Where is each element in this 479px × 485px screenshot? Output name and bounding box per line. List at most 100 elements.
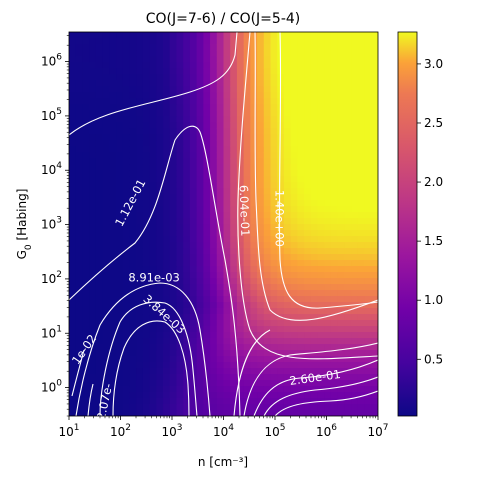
heatmap-cell — [337, 200, 346, 207]
heatmap-cell — [324, 302, 332, 309]
heatmap-cell — [203, 164, 211, 171]
heatmap-cell — [230, 110, 238, 117]
heatmap-cell — [196, 68, 204, 75]
heatmap-cell — [129, 218, 137, 225]
heatmap-cell — [364, 230, 372, 237]
heatmap-cell — [210, 344, 218, 351]
heatmap-cell — [189, 164, 198, 171]
heatmap-cell — [75, 368, 84, 375]
heatmap-cell — [109, 350, 117, 357]
heatmap-cell — [337, 68, 346, 75]
heatmap-cell — [122, 302, 131, 309]
heatmap-cell — [344, 296, 352, 303]
heatmap-cell — [82, 134, 90, 141]
heatmap-cell — [283, 302, 292, 309]
heatmap-cell — [210, 230, 218, 237]
heatmap-cell — [89, 398, 97, 405]
heatmap-cell — [136, 332, 144, 339]
heatmap-cell — [196, 212, 204, 219]
heatmap-cell — [304, 128, 312, 135]
heatmap-cell — [223, 38, 231, 45]
heatmap-cell — [283, 32, 292, 39]
heatmap-cell — [142, 212, 151, 219]
heatmap-cell — [371, 152, 378, 159]
heatmap-cell — [176, 146, 184, 153]
heatmap-cell — [136, 152, 144, 159]
heatmap-cell — [210, 38, 218, 45]
heatmap-cell — [277, 224, 285, 231]
heatmap-cell — [257, 74, 265, 81]
heatmap-cell — [89, 380, 97, 387]
heatmap-cell — [230, 338, 238, 345]
heatmap-cell — [149, 374, 157, 381]
heatmap-cell — [163, 230, 171, 237]
heatmap-cell — [196, 164, 204, 171]
contour-line — [69, 32, 238, 136]
heatmap-cell — [95, 146, 104, 153]
heatmap-cell — [176, 308, 184, 315]
heatmap-cell — [364, 176, 372, 183]
heatmap-cell — [75, 86, 84, 93]
heatmap-cell — [357, 152, 366, 159]
heatmap-cell — [163, 356, 171, 363]
heatmap-cell — [277, 368, 285, 375]
heatmap-cell — [210, 86, 218, 93]
heatmap-cell — [203, 182, 211, 189]
heatmap-cell — [183, 260, 191, 267]
heatmap-cell — [277, 260, 285, 267]
heatmap-cell — [136, 278, 144, 285]
heatmap-cell — [324, 152, 332, 159]
heatmap-cell — [196, 320, 204, 327]
heatmap-cell — [169, 326, 178, 333]
heatmap-cell — [183, 302, 191, 309]
heatmap-cell — [95, 80, 104, 87]
heatmap-cell — [216, 206, 225, 213]
heatmap-cell — [263, 290, 272, 297]
heatmap-cell — [330, 248, 339, 255]
heatmap-cell — [324, 158, 332, 165]
heatmap-cell — [156, 398, 164, 405]
heatmap-cell — [270, 272, 278, 279]
heatmap-cell — [183, 296, 191, 303]
heatmap-cell — [183, 110, 191, 117]
heatmap-cell — [236, 410, 245, 416]
heatmap-cell — [142, 386, 151, 393]
heatmap-cell — [163, 116, 171, 123]
heatmap-cell — [216, 314, 225, 321]
heatmap-cell — [109, 170, 117, 177]
heatmap-cell — [344, 242, 352, 249]
heatmap-cell — [317, 308, 325, 315]
heatmap-cell — [163, 386, 171, 393]
heatmap-cell — [344, 248, 352, 255]
heatmap-cell — [324, 38, 332, 45]
heatmap-cell — [257, 128, 265, 135]
heatmap-cell — [317, 50, 325, 57]
heatmap-cell — [75, 224, 84, 231]
heatmap-cell — [324, 290, 332, 297]
heatmap-cell — [203, 32, 211, 39]
heatmap-cell — [330, 338, 339, 345]
heatmap-cell — [95, 326, 104, 333]
heatmap-cell — [310, 284, 319, 291]
heatmap-cell — [371, 374, 378, 381]
heatmap-cell — [169, 62, 178, 69]
heatmap-cell — [223, 356, 231, 363]
heatmap-cell — [156, 350, 164, 357]
heatmap-cell — [116, 56, 124, 63]
heatmap-cell — [310, 206, 319, 213]
heatmap-cell — [357, 200, 366, 207]
heatmap-cell — [324, 272, 332, 279]
heatmap-cell — [210, 68, 218, 75]
heatmap-cell — [169, 200, 178, 207]
heatmap-cell — [324, 404, 332, 411]
heatmap-cell — [142, 176, 151, 183]
heatmap-cell — [277, 248, 285, 255]
heatmap-cell — [297, 374, 305, 381]
heatmap-cell — [203, 146, 211, 153]
heatmap-cell — [304, 152, 312, 159]
heatmap-cell — [290, 398, 298, 405]
heatmap-cell — [69, 350, 77, 357]
heatmap-cell — [283, 116, 292, 123]
heatmap-cell — [236, 242, 245, 249]
